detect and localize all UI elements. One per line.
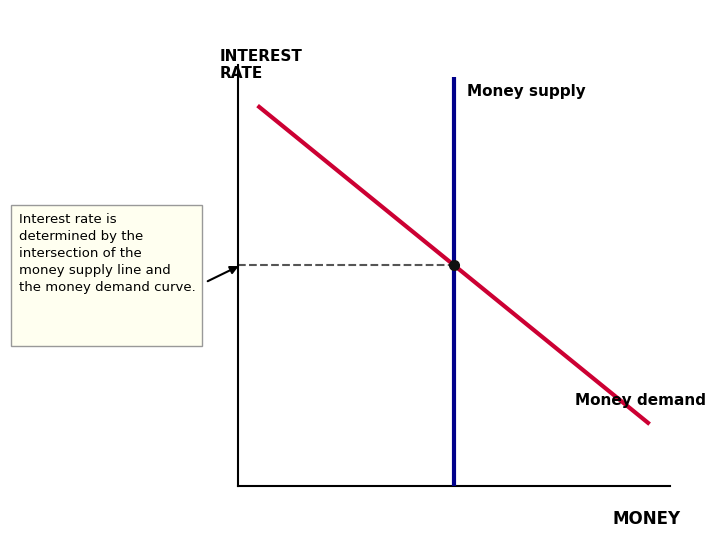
Text: MONEY: MONEY bbox=[612, 510, 680, 528]
Text: Money supply: Money supply bbox=[467, 84, 585, 99]
Text: Money demand: Money demand bbox=[575, 393, 706, 408]
Text: INTEREST
RATE: INTEREST RATE bbox=[220, 49, 302, 81]
Text: Interest rate is
determined by the
intersection of the
money supply line and
the: Interest rate is determined by the inter… bbox=[19, 213, 196, 294]
